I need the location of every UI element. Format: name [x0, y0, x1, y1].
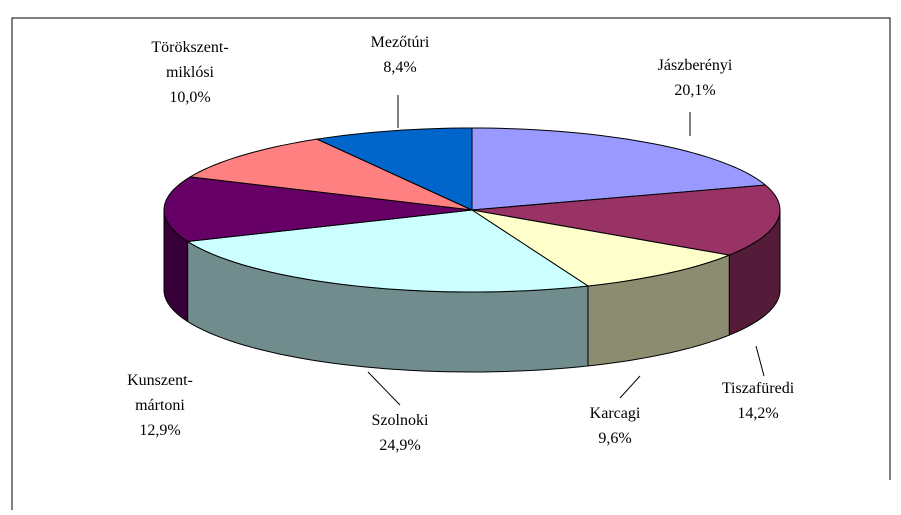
slice-label: Karcagi: [590, 405, 641, 422]
leader-line: [619, 375, 641, 399]
slice-label: Törökszent-miklósi: [151, 39, 228, 81]
value-label: 12,9%: [139, 422, 180, 439]
value-label: 10,0%: [169, 89, 210, 106]
slice-label: Kunszent-mártoni: [127, 372, 193, 414]
label-line: Karcagi: [590, 405, 641, 422]
label-line: Törökszent-: [151, 39, 228, 56]
slice: [315, 127, 473, 211]
slice: [163, 176, 473, 242]
label-line: Jászberényi: [658, 57, 733, 74]
slice: [471, 209, 732, 287]
slice-label: Tiszafüredi: [722, 380, 795, 397]
chart-frame: [11, 17, 891, 510]
label-line: Szolnoki: [372, 412, 429, 429]
label-line: Kunszent-: [127, 372, 193, 389]
slice: [188, 138, 473, 211]
slice-label: Jászberényi: [658, 57, 733, 74]
value-label: 24,9%: [379, 437, 420, 454]
leader-line: [755, 345, 765, 377]
value-label: 14,2%: [737, 405, 778, 422]
label-line: miklósi: [166, 64, 215, 81]
slice: [471, 127, 767, 211]
slice: [471, 184, 781, 256]
slice-label: Szolnoki: [372, 412, 429, 429]
value-label: 20,1%: [674, 82, 715, 99]
leader-line: [367, 371, 401, 406]
label-line: mártoni: [135, 397, 185, 414]
value-label: 8,4%: [383, 59, 416, 76]
label-line: Tiszafüredi: [722, 380, 795, 397]
value-label: 9,6%: [598, 430, 631, 447]
slice-label: Mezőtúri: [371, 34, 430, 51]
label-line: Mezőtúri: [371, 34, 430, 51]
